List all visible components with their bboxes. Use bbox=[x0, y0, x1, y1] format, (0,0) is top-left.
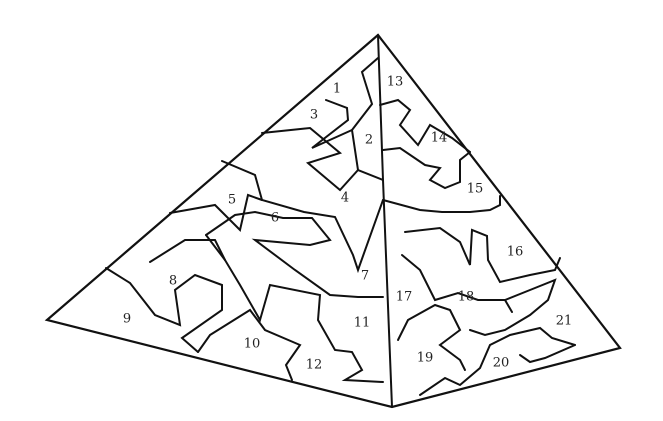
piece-label-3: 3 bbox=[310, 108, 318, 123]
piece-label-1: 1 bbox=[333, 82, 341, 97]
piece-boundary-15-16 bbox=[382, 195, 501, 213]
piece-label-11: 11 bbox=[354, 316, 371, 331]
piece-boundary-19-20 bbox=[419, 326, 576, 396]
piece-boundary-4-6 bbox=[221, 160, 384, 274]
piece-label-6: 6 bbox=[271, 211, 279, 226]
piece-label-13: 13 bbox=[387, 75, 404, 90]
piece-label-12: 12 bbox=[306, 358, 323, 373]
piece-boundary-18-21 bbox=[469, 278, 557, 337]
piece-boundary-16-18 bbox=[404, 226, 561, 284]
piece-boundary-6 bbox=[205, 210, 384, 298]
piece-label-2: 2 bbox=[365, 133, 373, 148]
piece-boundary-5-8 bbox=[169, 193, 263, 232]
piece-label-5: 5 bbox=[228, 193, 236, 208]
piece-label-19: 19 bbox=[417, 351, 434, 366]
piece-label-14: 14 bbox=[431, 131, 448, 146]
piece-boundary-17-19 bbox=[397, 303, 466, 371]
piece-label-10: 10 bbox=[244, 337, 261, 352]
piece-boundary-10-12 bbox=[197, 308, 302, 381]
piece-label-7: 7 bbox=[361, 269, 369, 284]
piece-label-4: 4 bbox=[341, 191, 349, 206]
piece-boundary-1-2 bbox=[350, 57, 384, 181]
piece-boundary-13-14 bbox=[379, 98, 471, 153]
piece-label-8: 8 bbox=[169, 274, 177, 289]
piece-boundary-6-8 bbox=[205, 234, 384, 383]
piece-boundary-3-5 bbox=[261, 126, 359, 192]
piece-label-17: 17 bbox=[396, 290, 413, 305]
piece-label-21: 21 bbox=[556, 314, 573, 329]
piece-label-20: 20 bbox=[493, 356, 510, 371]
piece-label-16: 16 bbox=[507, 245, 524, 260]
piece-label-9: 9 bbox=[123, 312, 131, 327]
piece-boundary-20-21 bbox=[519, 344, 576, 364]
piece-boundary-8-9 bbox=[105, 267, 223, 353]
piece-boundary-5-8b bbox=[149, 239, 226, 263]
piece-boundary-14-15 bbox=[382, 146, 471, 190]
piece-label-15: 15 bbox=[467, 182, 484, 197]
piece-label-18: 18 bbox=[458, 290, 475, 305]
